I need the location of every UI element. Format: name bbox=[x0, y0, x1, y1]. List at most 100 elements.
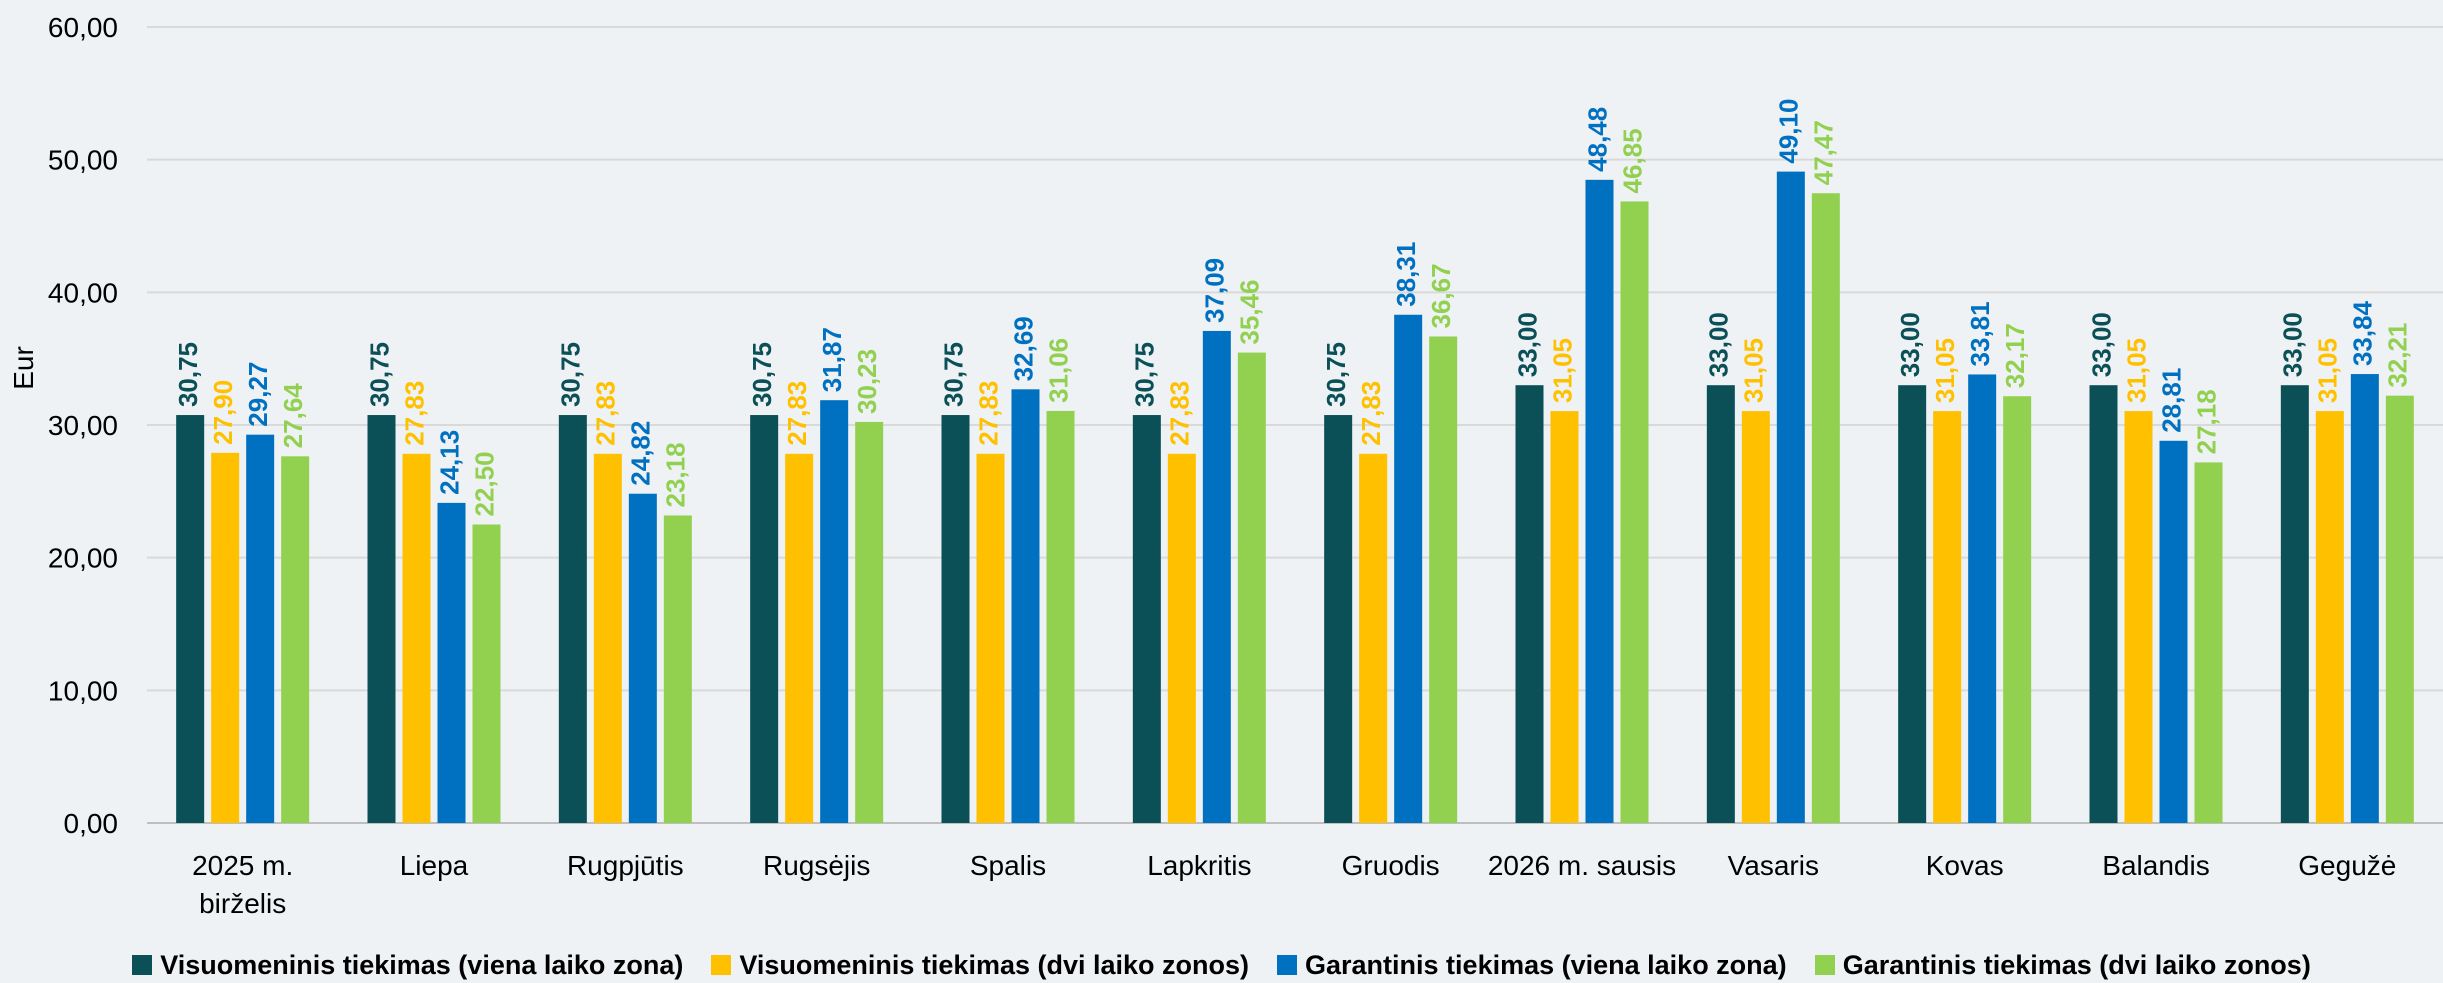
bar bbox=[367, 415, 396, 823]
category-label: Vasaris bbox=[1728, 850, 1819, 881]
data-label: 24,82 bbox=[626, 421, 656, 486]
bar bbox=[1898, 385, 1927, 823]
data-label: 28,81 bbox=[2156, 368, 2186, 433]
bar bbox=[1202, 330, 1231, 823]
data-label: 22,50 bbox=[469, 451, 499, 516]
data-label: 31,05 bbox=[2313, 338, 2343, 403]
y-tick-label: 10,00 bbox=[48, 675, 118, 706]
y-tick-label: 30,00 bbox=[48, 410, 118, 441]
bar bbox=[855, 421, 884, 823]
y-axis-ticks: 0,00 10,00 20,00 30,00 40,00 50,00 60,00 bbox=[48, 12, 118, 839]
data-label: 31,05 bbox=[2121, 338, 2151, 403]
bar bbox=[2124, 411, 2153, 823]
data-label: 31,05 bbox=[1930, 338, 1960, 403]
data-label: 27,83 bbox=[399, 381, 429, 446]
legend-swatch bbox=[1814, 955, 1835, 975]
data-label: 38,31 bbox=[1391, 242, 1421, 307]
bar bbox=[820, 400, 849, 823]
data-label: 33,00 bbox=[1895, 312, 1925, 377]
data-label: 46,85 bbox=[1617, 128, 1647, 193]
bar bbox=[1324, 415, 1353, 823]
data-label: 27,83 bbox=[591, 381, 621, 446]
data-label: 27,83 bbox=[1165, 381, 1195, 446]
bar bbox=[1620, 201, 1649, 823]
category-label: Kovas bbox=[1926, 850, 2004, 881]
category-label: 2025 m. bbox=[192, 850, 293, 881]
bar bbox=[1132, 415, 1161, 823]
y-tick-label: 60,00 bbox=[48, 12, 118, 43]
legend-swatch bbox=[1277, 955, 1298, 975]
category-label: Rugsėjis bbox=[763, 850, 870, 881]
data-label: 30,75 bbox=[173, 342, 203, 407]
data-label: 31,05 bbox=[1739, 338, 1769, 403]
bar bbox=[663, 515, 692, 823]
bar bbox=[281, 456, 310, 823]
data-label: 36,67 bbox=[1426, 263, 1456, 328]
category-label: Gruodis bbox=[1342, 850, 1440, 881]
bar bbox=[211, 452, 240, 823]
gridlines bbox=[147, 26, 2443, 824]
data-label: 30,75 bbox=[1130, 342, 1160, 407]
data-label: 30,75 bbox=[1321, 342, 1351, 407]
data-label: 48,48 bbox=[1582, 107, 1612, 172]
legend-label: Visuomeninis tiekimas (dvi laiko zonos) bbox=[739, 949, 1250, 980]
category-label: Rugpjūtis bbox=[567, 850, 684, 881]
bars bbox=[176, 171, 2414, 824]
data-label: 30,23 bbox=[852, 349, 882, 414]
data-label: 33,81 bbox=[1965, 301, 1995, 366]
legend-label: Garantinis tiekimas (dvi laiko zonos) bbox=[1842, 949, 2311, 980]
data-label: 35,46 bbox=[1235, 279, 1265, 344]
bar bbox=[593, 453, 622, 823]
y-tick-label: 50,00 bbox=[48, 145, 118, 176]
y-axis-label: Eur bbox=[8, 346, 39, 390]
data-label: 49,10 bbox=[1774, 99, 1804, 164]
category-label: Spalis bbox=[970, 850, 1046, 881]
bar bbox=[2089, 385, 2118, 823]
y-tick-label: 0,00 bbox=[64, 808, 119, 839]
category-label: birželis bbox=[199, 888, 286, 919]
data-label: 31,06 bbox=[1043, 338, 1073, 403]
bar bbox=[246, 434, 275, 823]
data-label: 30,75 bbox=[556, 342, 586, 407]
legend-item: Visuomeninis tiekimas (viena laiko zona) bbox=[132, 950, 683, 981]
bar bbox=[2003, 396, 2032, 823]
data-label: 30,75 bbox=[747, 342, 777, 407]
data-label: 37,09 bbox=[1200, 258, 1230, 323]
y-tick-label: 20,00 bbox=[48, 543, 118, 574]
data-label: 23,18 bbox=[661, 442, 691, 507]
bar bbox=[2194, 462, 2223, 823]
data-label: 32,21 bbox=[2383, 323, 2413, 388]
bar bbox=[1968, 374, 1997, 823]
data-label: 33,00 bbox=[2086, 312, 2116, 377]
data-label: 30,75 bbox=[938, 342, 968, 407]
bar bbox=[1515, 385, 1544, 823]
bar bbox=[1776, 171, 1805, 823]
data-label: 33,00 bbox=[1704, 312, 1734, 377]
data-label: 27,83 bbox=[782, 381, 812, 446]
bar bbox=[1359, 453, 1388, 823]
bar bbox=[941, 415, 970, 823]
data-label: 27,83 bbox=[1356, 381, 1386, 446]
legend-label: Visuomeninis tiekimas (viena laiko zona) bbox=[160, 949, 684, 980]
bar bbox=[402, 453, 431, 823]
bar bbox=[176, 415, 205, 823]
data-label: 32,17 bbox=[2000, 323, 2030, 388]
data-label: 33,84 bbox=[2348, 300, 2378, 366]
legend-swatch bbox=[711, 955, 732, 975]
bar bbox=[1741, 411, 1770, 823]
bar bbox=[1429, 336, 1458, 823]
data-label: 27,18 bbox=[2191, 389, 2221, 454]
data-label: 30,75 bbox=[364, 342, 394, 407]
data-label: 29,27 bbox=[243, 362, 273, 427]
legend: Visuomeninis tiekimas (viena laiko zona)… bbox=[0, 948, 2443, 982]
category-label: Liepa bbox=[400, 850, 469, 881]
data-label: 33,00 bbox=[2278, 312, 2308, 377]
legend-label: Garantinis tiekimas (viena laiko zona) bbox=[1305, 949, 1787, 980]
bar bbox=[2280, 385, 2309, 823]
bar bbox=[2385, 395, 2414, 823]
data-label: 31,87 bbox=[817, 327, 847, 392]
bar bbox=[1933, 411, 1962, 823]
bar bbox=[1550, 411, 1579, 823]
